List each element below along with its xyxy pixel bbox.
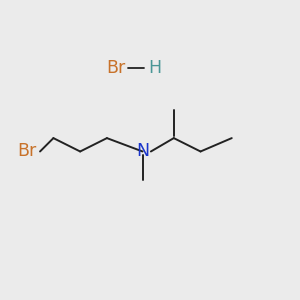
Text: Br: Br [106,59,125,77]
Text: N: N [136,142,149,160]
Text: H: H [148,59,161,77]
Text: Br: Br [17,142,36,160]
